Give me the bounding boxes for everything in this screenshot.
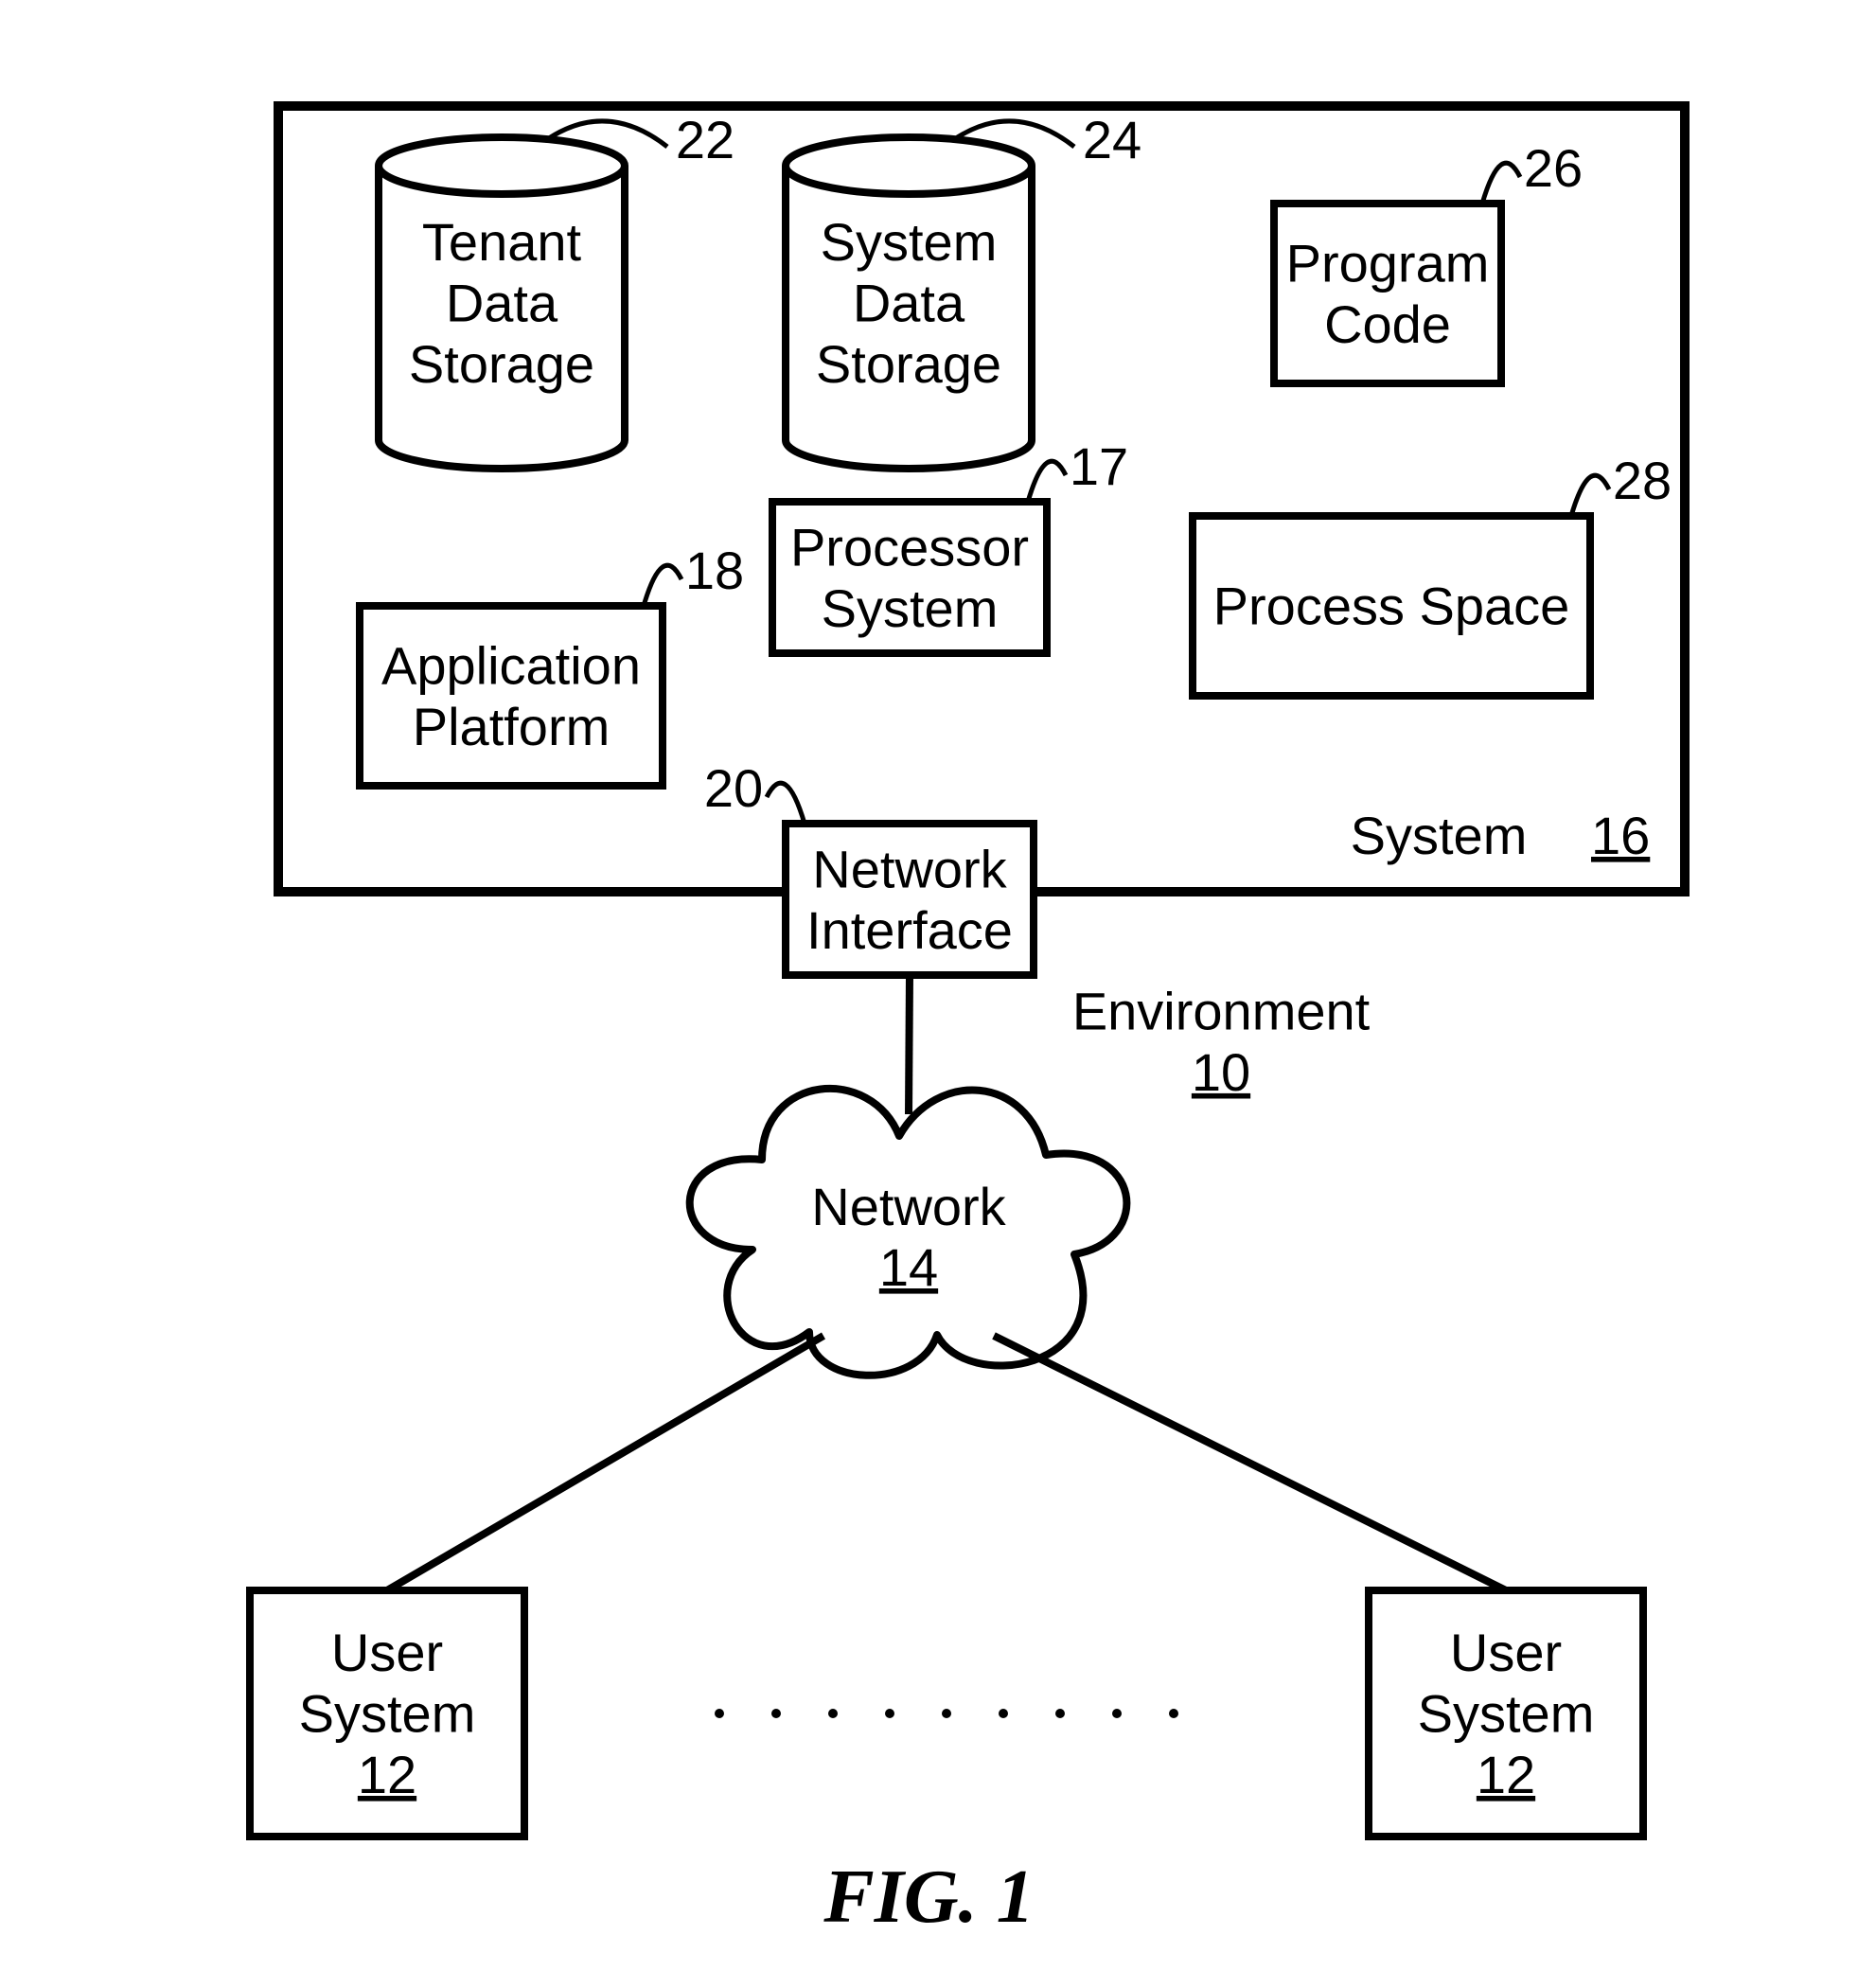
svg-text:26: 26 <box>1524 138 1583 198</box>
svg-text:10: 10 <box>1192 1042 1250 1102</box>
svg-text:User: User <box>1450 1623 1562 1682</box>
svg-text:Code: Code <box>1324 294 1451 354</box>
svg-text:20: 20 <box>704 758 763 818</box>
svg-text:Storage: Storage <box>816 334 1001 394</box>
svg-text:18: 18 <box>685 541 744 600</box>
svg-text:System: System <box>299 1684 476 1744</box>
svg-text:Program: Program <box>1286 233 1490 293</box>
svg-text:16: 16 <box>1591 806 1650 865</box>
svg-text:28: 28 <box>1613 451 1672 510</box>
svg-text:FIG. 1: FIG. 1 <box>823 1855 1034 1939</box>
svg-text:22: 22 <box>676 110 734 169</box>
svg-text:Process Space: Process Space <box>1213 577 1570 636</box>
svg-text:System: System <box>1418 1684 1595 1744</box>
svg-text:System: System <box>821 212 998 272</box>
svg-text:Environment: Environment <box>1072 982 1371 1041</box>
svg-text:Storage: Storage <box>409 334 594 394</box>
svg-text:Network: Network <box>812 839 1007 898</box>
svg-text:24: 24 <box>1083 110 1141 169</box>
svg-text:Interface: Interface <box>806 900 1013 960</box>
svg-text:System: System <box>822 578 999 638</box>
svg-text:17: 17 <box>1070 436 1128 496</box>
svg-text:Processor: Processor <box>790 517 1029 577</box>
svg-text:User: User <box>331 1623 443 1682</box>
svg-text:Platform: Platform <box>413 697 610 756</box>
svg-text:12: 12 <box>358 1745 416 1804</box>
svg-text:Data: Data <box>446 273 558 332</box>
svg-text:System: System <box>1351 806 1528 865</box>
svg-text:Application: Application <box>381 635 641 695</box>
svg-text:14: 14 <box>879 1237 938 1297</box>
svg-text:Tenant: Tenant <box>422 212 582 272</box>
svg-text:Network: Network <box>811 1177 1006 1236</box>
svg-text:12: 12 <box>1477 1745 1535 1804</box>
svg-text:Data: Data <box>853 273 965 332</box>
